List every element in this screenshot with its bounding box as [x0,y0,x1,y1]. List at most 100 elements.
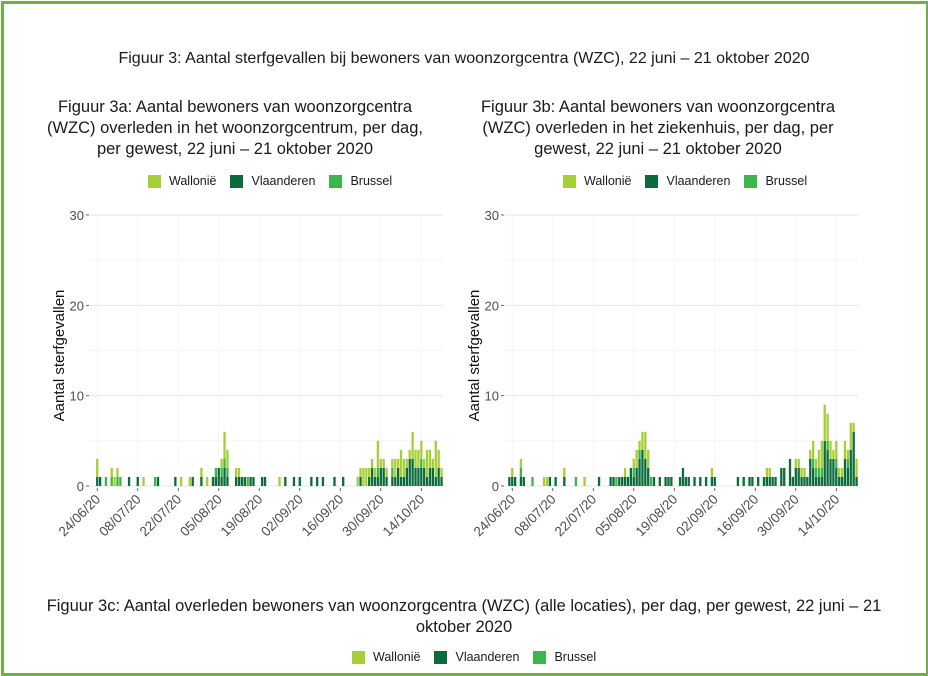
bar-vlaanderen [757,476,760,486]
bar-brussel [615,476,618,486]
bar-wallonie [425,449,429,477]
bar-vlaanderen [519,476,523,486]
bar-wallonie [545,476,549,486]
bar-wallonie [373,467,377,477]
bar-vlaanderen [373,476,377,486]
bar-vlaanderen [612,476,615,486]
x-tick-label: 05/08/20 [177,492,225,540]
bar-brussel [420,458,423,468]
bar-vlaanderen [234,476,238,486]
bar-vlaanderen [681,467,685,486]
chart-3a: 0 10 20 30 Aantal sterfgevallen 24/06/2008/07… [51,208,443,540]
y-tick-label: 10 [485,389,499,404]
figure-3b-title: Figuur 3b: Aantal bewoners van woonzorgc… [480,98,836,158]
bar-vlaanderen [597,476,601,486]
bar-wallonie [563,467,566,477]
bar-vlaanderen [437,467,440,486]
bar-wallonie [542,476,546,486]
bar-wallonie [396,458,400,468]
bar-wallonie [376,440,380,468]
bar-brussel [519,467,523,477]
bar-vlaanderen [98,476,102,486]
bar-wallonie [368,467,371,477]
bar-vlaanderen [417,467,420,486]
y-tick-label: 30 [485,208,499,223]
bar-vlaanderen [678,476,682,486]
bar-vlaanderen [774,476,777,486]
bar-brussel [223,458,226,468]
bar-vlaanderen [647,467,650,486]
bar-wallonie [434,440,437,477]
bar-vlaanderen [554,476,557,486]
bar-vlaanderen [623,476,627,486]
bar-wallonie [817,449,821,468]
bar-vlaanderen [522,476,525,486]
bar-wallonie [394,458,397,477]
bar-wallonie [220,458,223,468]
bar-vlaanderen [261,476,264,486]
bar-brussel [376,467,380,477]
bar-wallonie [428,449,432,468]
bar-brussel [817,467,821,477]
bar-vlaanderen [368,476,371,486]
bar-vlaanderen [511,476,514,486]
bar-brussel [153,476,157,486]
bar-vlaanderen [249,476,252,486]
x-tick-label: 14/10/20 [380,492,428,540]
bar-vlaanderen [382,467,385,486]
x-tick-label: 30/09/20 [339,492,387,540]
legend-key-brussel [744,174,758,188]
x-tick-label: 30/09/20 [754,492,802,540]
chart-3b: 0 10 20 30 Aantal sterfgevallen 24/06/2008/07… [466,208,858,540]
legend-key-wallonie [563,174,576,188]
bar-wallonie [142,476,145,486]
bar-wallonie [797,458,800,468]
bar-wallonie [423,458,426,468]
bar-vlaanderen [333,476,336,486]
bar-brussel [826,440,829,450]
bar-wallonie [113,476,116,486]
legend-item-vlaanderen: Vlaanderen [230,174,315,188]
bar-wallonie [832,449,835,459]
bar-vlaanderen [748,476,751,486]
x-tick-label: 05/08/20 [592,492,640,540]
bar-vlaanderen [629,467,633,486]
bar-brussel [246,476,249,486]
bar-vlaanderen [136,476,139,486]
legend-key-wallonie [148,174,161,188]
bar-brussel [632,467,635,477]
bar-wallonie [843,440,847,459]
bar-brussel [226,467,229,477]
legend-label-vlaanderen: Vlaanderen [666,174,731,188]
bar-wallonie [365,467,368,486]
bar-wallonie [206,476,209,486]
bar-vlaanderen [226,476,229,486]
bar-vlaanderen [823,440,826,486]
x-tick-label: 16/09/20 [299,492,347,540]
bar-wallonie [405,458,408,468]
bar-vlaanderen [405,467,408,486]
bar-wallonie [431,458,435,468]
x-tick-label: 24/06/20 [56,492,104,540]
legend-label-vlaanderen: Vlaanderen [455,650,520,664]
bar-wallonie [385,467,388,477]
y-tick-label: 30 [70,208,84,223]
legend-3b: Wallonië Vlaanderen Brussel [563,174,821,188]
bar-wallonie [641,431,644,450]
x-tick-label: 22/07/20 [552,492,600,540]
bar-brussel [638,449,641,459]
bar-brussel [116,476,119,486]
bar-brussel [531,476,534,486]
bar-vlaanderen [632,476,635,486]
bar-wallonie [382,458,385,468]
bar-vlaanderen [263,476,267,486]
bar-vlaanderen [809,458,812,486]
bar-vlaanderen [200,476,203,486]
bar-wallonie [179,476,183,486]
bar-wallonie [379,458,382,468]
bar-brussel [110,476,113,486]
bar-wallonie [391,458,394,468]
bar-vlaanderen [408,458,411,486]
bar-wallonie [440,467,443,477]
